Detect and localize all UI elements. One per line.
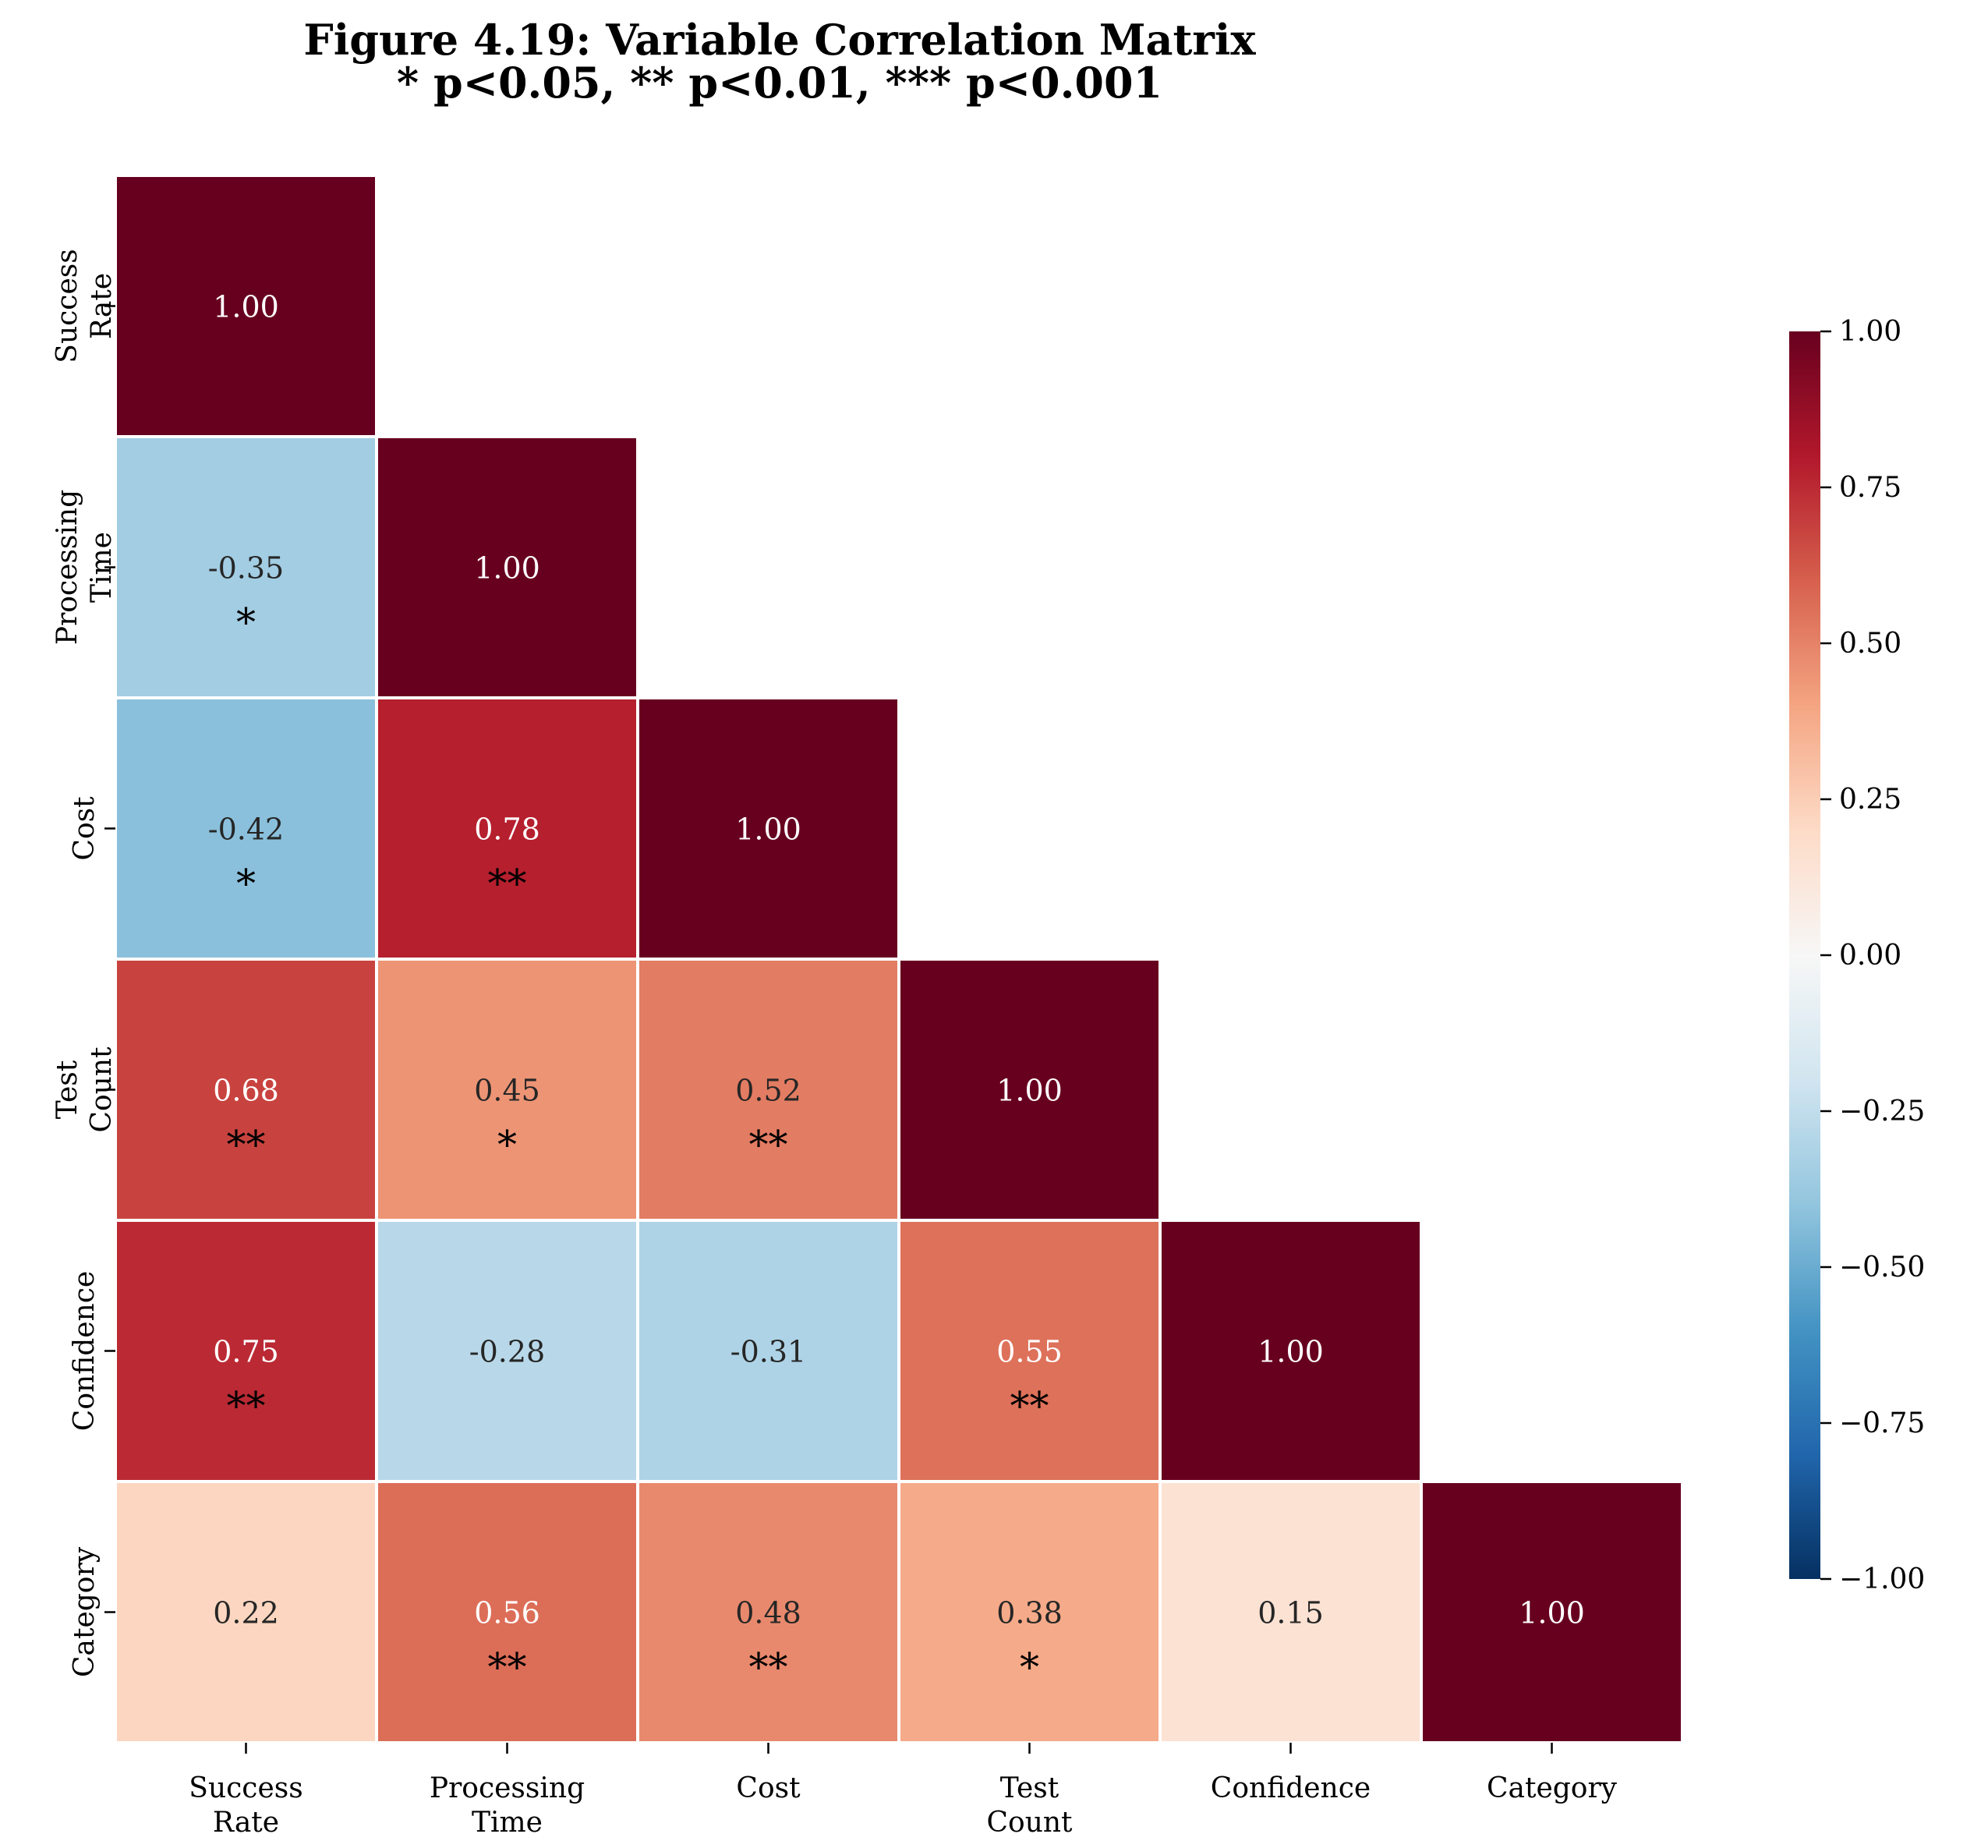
significance-marker: ** xyxy=(1010,1384,1049,1429)
significance-marker: * xyxy=(236,862,256,907)
cell-value-label: -0.28 xyxy=(469,1335,545,1369)
colorbar-tick-label: 0.00 xyxy=(1839,940,1901,972)
colorbar-tick-label: 0.50 xyxy=(1839,628,1901,660)
cell-value-label: 0.22 xyxy=(213,1596,279,1630)
heatmap-cell xyxy=(897,958,1162,1222)
y-axis: SuccessRate ProcessingTime Cost TestCount Co… xyxy=(51,249,118,1677)
cell-value-label: 0.75 xyxy=(213,1335,279,1369)
x-tick-label: Success Rate xyxy=(189,1772,302,1839)
colorbar-tick-label: −1.00 xyxy=(1839,1563,1925,1595)
significance-marker: * xyxy=(497,1123,517,1168)
significance-marker: * xyxy=(236,600,256,646)
significance-marker: ** xyxy=(749,1123,788,1168)
x-tick-label: Processing Time xyxy=(430,1772,585,1839)
cell-value-label: 0.52 xyxy=(735,1074,801,1108)
heatmap-cell xyxy=(375,435,639,699)
chart-title-line: * p<0.05, ** p<0.01, *** p<0.001 xyxy=(397,58,1162,108)
significance-marker: ** xyxy=(488,862,527,907)
heatmap-cell xyxy=(897,1219,1162,1483)
cell-labels: 1.00-0.35*1.00-0.42*0.78**1.000.68**0.45… xyxy=(208,290,1585,1690)
x-tick-label: Confidence xyxy=(1211,1772,1371,1804)
cell-value-label: -0.31 xyxy=(730,1335,806,1369)
colorbar-tick-label: −0.50 xyxy=(1839,1251,1925,1283)
cell-value-label: 0.78 xyxy=(474,812,540,847)
colorbar-tick-label: 0.75 xyxy=(1839,472,1901,504)
cell-value-label: 0.48 xyxy=(735,1596,801,1630)
heatmap-cell xyxy=(1158,1219,1423,1483)
heatmap-cell xyxy=(897,1480,1162,1744)
y-tick-label: Cost xyxy=(69,796,101,861)
cell-value-label: 1.00 xyxy=(213,290,279,324)
significance-marker: ** xyxy=(749,1645,788,1690)
heatmap-cell xyxy=(114,174,378,438)
cell-value-label: 0.38 xyxy=(996,1596,1063,1630)
significance-marker: * xyxy=(1020,1645,1039,1690)
cell-value-label: 0.45 xyxy=(474,1074,540,1108)
heatmap-cell xyxy=(375,1480,639,1744)
cell-value-label: -0.42 xyxy=(208,812,284,847)
chart-title: Figure 4.19: Variable Correlation Matrix… xyxy=(303,15,1256,108)
significance-marker: ** xyxy=(488,1645,527,1690)
x-tick-label: Category xyxy=(1487,1772,1618,1804)
heatmap-cells xyxy=(114,174,1684,1744)
x-tick-label: Cost xyxy=(736,1772,801,1804)
colorbar-tick-label: −0.25 xyxy=(1839,1096,1925,1128)
cell-value-label: 0.55 xyxy=(996,1335,1063,1369)
cell-value-label: 1.00 xyxy=(735,812,801,847)
y-tick-label: Category xyxy=(69,1546,101,1677)
cell-value-label: 1.00 xyxy=(1258,1335,1324,1369)
chart-title-line: Figure 4.19: Variable Correlation Matrix xyxy=(303,15,1256,65)
cell-value-label: 1.00 xyxy=(1519,1596,1585,1630)
cell-value-label: 0.15 xyxy=(1258,1596,1324,1630)
heatmap-cell xyxy=(375,958,639,1222)
heatmap-cell xyxy=(1158,1480,1423,1744)
colorbar-tick-label: 1.00 xyxy=(1839,316,1901,348)
y-tick-label: Confidence xyxy=(69,1271,101,1431)
heatmap-cell xyxy=(114,1480,378,1744)
y-tick-label: TestCount xyxy=(51,1046,118,1133)
heatmap-cell xyxy=(636,1480,900,1744)
colorbar: 1.00 0.75 0.50 0.25 0.00 −0.25 −0.50 −0.75 −1.00 xyxy=(1789,316,1925,1595)
heatmap-cell xyxy=(114,435,378,699)
heatmap-cell xyxy=(636,1219,900,1483)
colorbar-tick-label: −0.75 xyxy=(1839,1407,1925,1439)
heatmap-cell xyxy=(375,1219,639,1483)
x-tick-label: Test Count xyxy=(986,1772,1073,1839)
significance-marker: ** xyxy=(227,1123,266,1168)
significance-marker: ** xyxy=(227,1384,266,1429)
heatmap-cell xyxy=(114,958,378,1222)
cell-value-label: 0.56 xyxy=(474,1596,540,1630)
colorbar-tick-label: 0.25 xyxy=(1839,784,1901,816)
heatmap-cell xyxy=(636,958,900,1222)
y-tick-label: ProcessingTime xyxy=(51,490,118,645)
cell-value-label: 1.00 xyxy=(996,1074,1063,1108)
cell-value-label: -0.35 xyxy=(208,551,284,586)
colorbar-gradient xyxy=(1789,331,1820,1579)
cell-value-label: 0.68 xyxy=(213,1074,279,1108)
heatmap-cell xyxy=(1420,1480,1684,1744)
x-axis: Success Rate Processing Time Cost Test Count Co… xyxy=(189,1743,1618,1839)
cell-value-label: 1.00 xyxy=(474,551,540,586)
y-tick-label: SuccessRate xyxy=(51,249,118,363)
